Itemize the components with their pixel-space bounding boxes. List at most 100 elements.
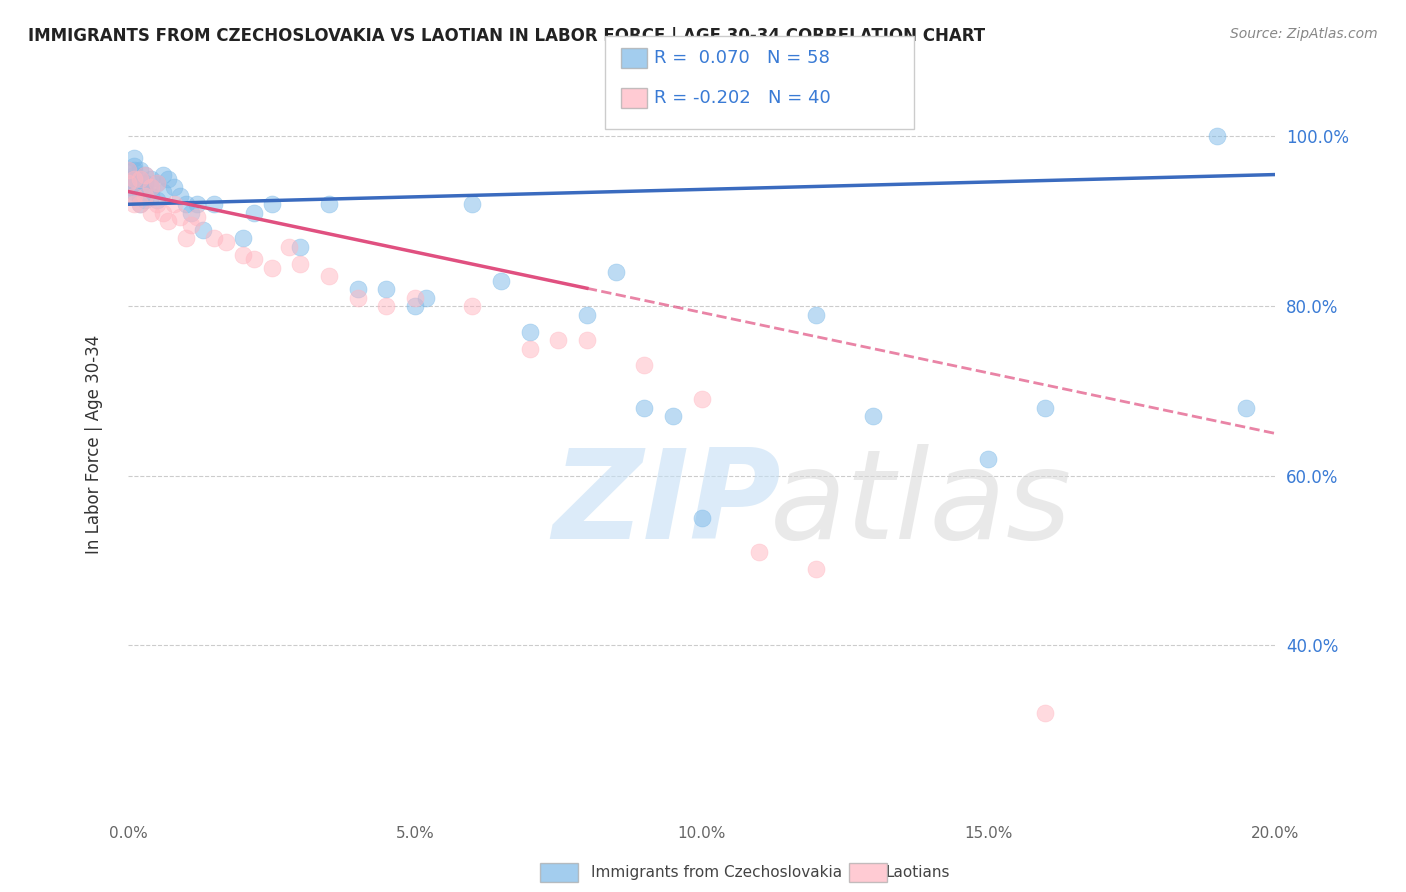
- Point: [191, 223, 214, 237]
- Point: [134, 176, 156, 190]
- Point: [117, 180, 139, 194]
- Point: [152, 168, 174, 182]
- Point: [404, 291, 426, 305]
- Point: [404, 299, 426, 313]
- Point: [260, 260, 283, 275]
- Point: [122, 188, 145, 202]
- Point: [519, 325, 541, 339]
- Point: [122, 168, 145, 182]
- Point: [575, 333, 598, 347]
- Point: [122, 171, 145, 186]
- Point: [122, 176, 145, 190]
- Point: [141, 206, 163, 220]
- Point: [117, 163, 139, 178]
- Text: Source: ZipAtlas.com: Source: ZipAtlas.com: [1230, 27, 1378, 41]
- Point: [186, 210, 208, 224]
- Point: [157, 171, 180, 186]
- Text: atlas: atlas: [770, 443, 1073, 565]
- Point: [461, 197, 484, 211]
- Point: [169, 188, 191, 202]
- Point: [186, 197, 208, 211]
- Point: [375, 282, 398, 296]
- Text: Immigrants from Czechoslovakia: Immigrants from Czechoslovakia: [591, 865, 842, 880]
- Point: [318, 269, 340, 284]
- Point: [141, 188, 163, 202]
- Point: [163, 197, 186, 211]
- Point: [122, 159, 145, 173]
- Point: [134, 185, 156, 199]
- Point: [1206, 129, 1229, 144]
- Point: [662, 409, 685, 424]
- Point: [169, 210, 191, 224]
- Point: [977, 451, 1000, 466]
- Point: [215, 235, 238, 250]
- Point: [128, 171, 150, 186]
- Point: [690, 392, 713, 407]
- Text: R =  0.070   N = 58: R = 0.070 N = 58: [654, 49, 830, 67]
- Point: [152, 185, 174, 199]
- Point: [180, 219, 202, 233]
- Point: [202, 231, 225, 245]
- Point: [128, 180, 150, 194]
- Point: [202, 197, 225, 211]
- Point: [346, 291, 368, 305]
- Point: [318, 197, 340, 211]
- Point: [117, 176, 139, 190]
- Point: [232, 248, 254, 262]
- Point: [461, 299, 484, 313]
- Point: [128, 197, 150, 211]
- Point: [575, 308, 598, 322]
- Point: [375, 299, 398, 313]
- Text: IMMIGRANTS FROM CZECHOSLOVAKIA VS LAOTIAN IN LABOR FORCE | AGE 30-34 CORRELATION: IMMIGRANTS FROM CZECHOSLOVAKIA VS LAOTIA…: [28, 27, 986, 45]
- Point: [141, 180, 163, 194]
- Point: [117, 176, 139, 190]
- Point: [134, 193, 156, 207]
- Point: [1035, 401, 1057, 415]
- Point: [346, 282, 368, 296]
- Point: [260, 197, 283, 211]
- Point: [122, 185, 145, 199]
- Point: [141, 180, 163, 194]
- Point: [804, 562, 827, 576]
- Point: [690, 511, 713, 525]
- Point: [134, 188, 156, 202]
- Point: [128, 171, 150, 186]
- Y-axis label: In Labor Force | Age 30-34: In Labor Force | Age 30-34: [86, 334, 103, 554]
- Point: [146, 197, 169, 211]
- Point: [243, 252, 266, 267]
- Point: [122, 197, 145, 211]
- Point: [152, 206, 174, 220]
- Point: [633, 401, 655, 415]
- Point: [804, 308, 827, 322]
- Point: [157, 214, 180, 228]
- Point: [1035, 706, 1057, 721]
- Point: [128, 188, 150, 202]
- Point: [290, 257, 312, 271]
- Point: [134, 168, 156, 182]
- Point: [243, 206, 266, 220]
- Point: [415, 291, 437, 305]
- Point: [519, 342, 541, 356]
- Point: [128, 163, 150, 178]
- Point: [163, 180, 186, 194]
- Point: [146, 176, 169, 190]
- Point: [862, 409, 884, 424]
- Point: [174, 197, 197, 211]
- Point: [128, 197, 150, 211]
- Point: [489, 274, 512, 288]
- Point: [290, 240, 312, 254]
- Point: [1234, 401, 1257, 415]
- Point: [117, 188, 139, 202]
- Point: [605, 265, 627, 279]
- Point: [141, 171, 163, 186]
- Point: [122, 151, 145, 165]
- Point: [146, 176, 169, 190]
- Point: [748, 545, 770, 559]
- Point: [232, 231, 254, 245]
- Point: [180, 206, 202, 220]
- Point: [134, 168, 156, 182]
- Point: [633, 359, 655, 373]
- Point: [117, 171, 139, 186]
- Point: [117, 163, 139, 178]
- Text: ZIP: ZIP: [553, 443, 782, 565]
